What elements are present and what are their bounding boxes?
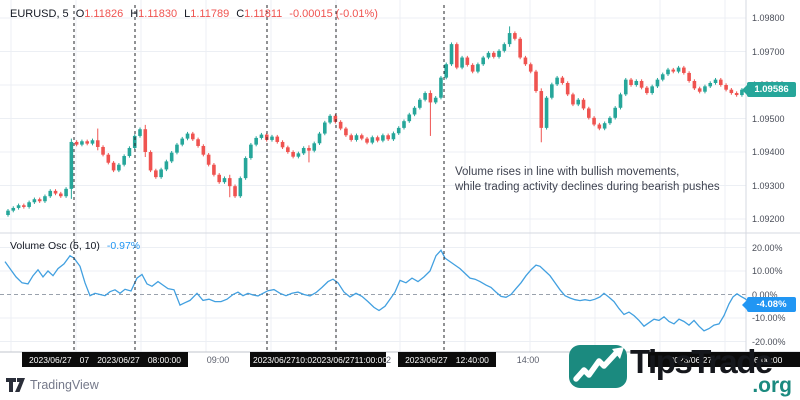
symbol-name: EURUSD, 5 — [10, 8, 69, 20]
symbol-legend[interactable]: EURUSD, 5 O1.11826 H1.11830 L1.11789 C1.… — [10, 8, 378, 20]
time-marker-label: 2023/06/27 12:40:00 — [398, 352, 496, 367]
oscillator-line — [4, 249, 754, 332]
tipstrade-logo: TipsTrade .org — [568, 341, 798, 398]
time-axis-tick[interactable]: 12 — [380, 355, 392, 365]
indicator-value: -0.97% — [106, 240, 141, 252]
tipstrade-icon — [569, 345, 627, 388]
tipstrade-label: TipsTrade — [630, 343, 773, 380]
tradingview-label: TradingView — [30, 378, 99, 392]
ohlc-high: H1.11830 — [130, 8, 178, 20]
price-axis-tick[interactable]: 1.09500 — [752, 113, 785, 124]
oscillator-axis-tick[interactable]: 0.00% — [752, 289, 778, 300]
time-marker-label: 2023/06/27 10:0 2023/06/27 11:00:00 — [250, 352, 386, 367]
price-axis-tick[interactable]: 1.09700 — [752, 46, 785, 57]
candles-layer — [6, 26, 744, 217]
price-change: -0.00015 (-0.01%) — [289, 8, 378, 20]
time-axis-tick[interactable]: 14:00 — [516, 355, 540, 365]
price-axis-tick[interactable]: 1.09300 — [752, 180, 785, 191]
indicator-legend[interactable]: Volume Osc (5, 10) -0.97% — [10, 240, 140, 252]
ohlc-open: O1.11826 — [75, 8, 124, 20]
tradingview-logo[interactable]: TradingView — [6, 378, 99, 392]
current-price-label: 1.09586 — [742, 82, 796, 98]
oscillator-axis-tick[interactable]: -20.00% — [752, 336, 786, 347]
oscillator-axis-tick[interactable]: -10.00% — [752, 313, 786, 323]
oscillator-axis-tick[interactable]: 10.00% — [752, 266, 783, 276]
time-axis-tick[interactable]: 09:00 — [206, 355, 230, 365]
price-axis-tick[interactable]: 1.09200 — [752, 214, 785, 224]
oscillator-axis-tick[interactable]: 20.00% — [752, 242, 783, 253]
price-axis-tick[interactable]: 1.09400 — [752, 147, 785, 157]
gridlines — [0, 0, 746, 352]
current-oscillator-label: -4.08% — [742, 297, 796, 313]
annotation-line-1: Volume rises in line with bullish moveme… — [455, 166, 680, 178]
tradingview-icon — [6, 378, 25, 392]
annotation-line-2: while trading activity declines during b… — [455, 181, 720, 193]
ohlc-low: L1.11789 — [184, 8, 230, 20]
price-axis-tick[interactable]: 1.09800 — [752, 13, 785, 23]
session-dashed-lines — [73, 5, 445, 352]
tipstrade-tld-label: .org — [752, 374, 792, 397]
time-marker-label: 2023/06/27 16:00:00 — [648, 352, 800, 367]
time-marker-label: 2023/06/27 07 2023/06/27 08:00:00 — [22, 352, 188, 367]
chart-annotation: Volume rises in line with bullish moveme… — [455, 165, 720, 195]
ohlc-close: C1.11811 — [236, 8, 283, 20]
indicator-name: Volume Osc (5, 10) — [10, 240, 100, 252]
